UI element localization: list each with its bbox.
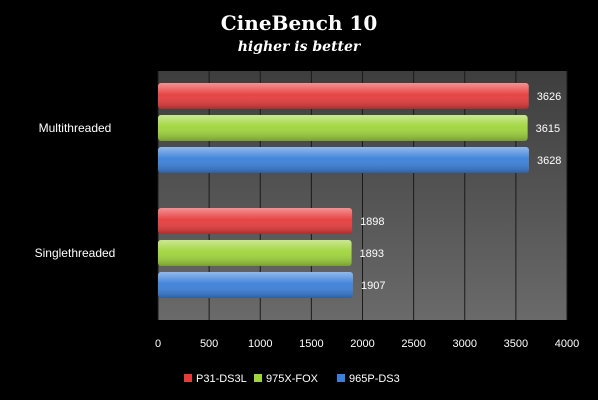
- bar-value-label: 1898: [360, 216, 384, 228]
- bar-gloss: [158, 208, 353, 234]
- legend-label: 965P-DS3: [349, 373, 400, 385]
- legend: P31-DS3L 975X-FOX 965P-DS3: [184, 373, 400, 385]
- x-axis-ticks: 0 500 1000 1500 2000 2500 3000 3500 4000: [155, 338, 579, 350]
- x-tick-label: 2500: [401, 338, 425, 350]
- gridlines: [157, 71, 568, 320]
- bar-value-label: 3626: [537, 91, 561, 103]
- chart-subtitle: higher is better: [238, 39, 362, 55]
- x-tick-label: 500: [200, 338, 218, 350]
- bars: [158, 83, 529, 298]
- category-label: Singlethreaded: [35, 246, 116, 260]
- bar-value-label: 1907: [361, 280, 385, 292]
- category-label: Multithreaded: [39, 121, 112, 135]
- legend-label: 975X-FOX: [266, 373, 319, 385]
- bar-value-label: 3615: [536, 123, 560, 135]
- category-labels: Multithreaded Singlethreaded: [35, 121, 116, 260]
- bar-value-label: 1893: [360, 248, 384, 260]
- bar-gloss: [158, 240, 352, 266]
- x-tick-label: 2000: [350, 338, 374, 350]
- bar-gloss: [158, 115, 528, 141]
- legend-label: P31-DS3L: [196, 373, 247, 385]
- x-tick-label: 1000: [248, 338, 272, 350]
- bar-value-label: 3628: [537, 155, 561, 167]
- bar-gloss: [158, 83, 529, 109]
- x-tick-label: 3000: [453, 338, 477, 350]
- legend-swatch: [337, 374, 345, 382]
- data-labels: 3626 3615 3628 1898 1893 1907: [360, 91, 562, 292]
- legend-swatch: [184, 374, 192, 382]
- bar-gloss: [158, 147, 529, 173]
- x-tick-label: 0: [155, 338, 161, 350]
- x-tick-label: 4000: [555, 338, 579, 350]
- x-tick-label: 3500: [504, 338, 528, 350]
- legend-swatch: [254, 374, 262, 382]
- x-tick-label: 1500: [299, 338, 323, 350]
- chart-title: CineBench 10: [221, 11, 377, 35]
- bar-gloss: [158, 272, 353, 298]
